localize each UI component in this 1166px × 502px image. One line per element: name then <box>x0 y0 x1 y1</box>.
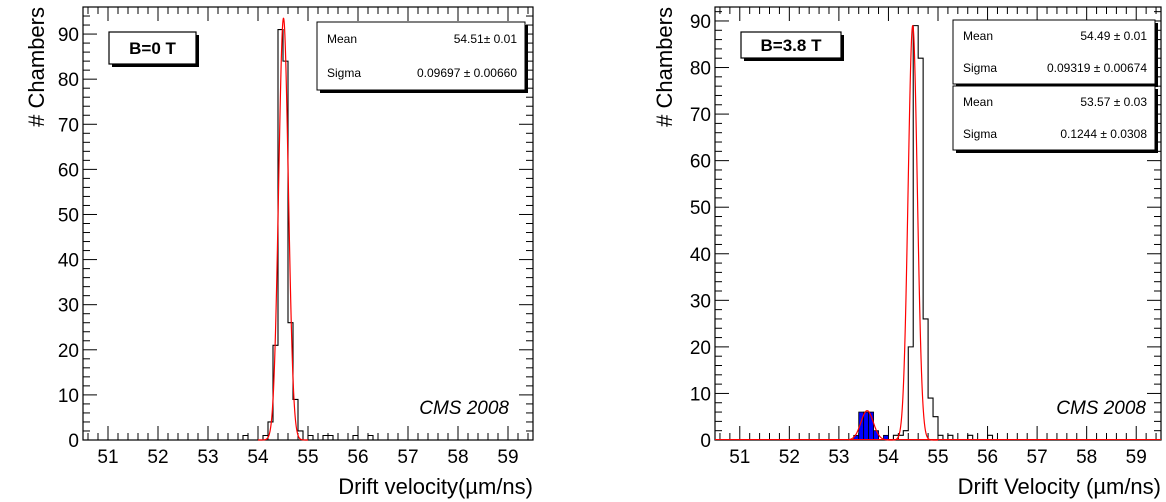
x-tick-label: 53 <box>197 447 218 468</box>
x-tick-label: 54 <box>247 447 269 468</box>
y-tick-label: 80 <box>690 59 711 80</box>
y-tick-label: 10 <box>690 384 711 405</box>
x-tick-label: 53 <box>828 447 849 468</box>
histogram-bar <box>873 430 879 441</box>
x-ticks: 51 52 53 54 55 56 57 58 59 <box>87 7 529 468</box>
y-tick-label: 90 <box>690 12 711 33</box>
histogram-step-line <box>242 29 374 440</box>
y-tick-label: 30 <box>58 296 79 317</box>
y-tick-label: 30 <box>690 291 711 312</box>
gaussian-fit-curve <box>848 410 889 441</box>
x-tick-label: 54 <box>878 447 900 468</box>
stats-box: Mean 54.49 ± 0.01 Sigma 0.09319 ± 0.00674 <box>952 19 1158 87</box>
x-tick-label: 52 <box>779 447 800 468</box>
x-tick-label: 55 <box>927 447 948 468</box>
y-tick-label: 50 <box>690 198 711 219</box>
field-label-box: B=3.8 T <box>740 31 844 61</box>
stats-value: 53.57 ± 0.03 <box>1080 95 1147 109</box>
y-axis-title: # Chambers <box>652 7 677 127</box>
stats-label: Mean <box>963 95 993 109</box>
y-tick-label: 50 <box>58 205 79 226</box>
chart-panel-2: 51 52 53 54 55 56 57 58 59 0 10 20 30 40 50 60 70 80 90 Dri… <box>652 6 1162 499</box>
stats-box-frame <box>952 85 1156 151</box>
cms-annotation: CMS 2008 <box>419 398 509 419</box>
y-tick-label: 40 <box>58 251 79 272</box>
field-label-box: B=0 T <box>108 31 199 67</box>
stats-label: Sigma <box>963 127 997 141</box>
cms-annotation: CMS 2008 <box>1056 398 1146 419</box>
y-tick-label: 60 <box>690 152 711 173</box>
gaussian-fit-curve <box>258 17 308 441</box>
y-ticks: 0 10 20 30 40 50 60 70 80 90 <box>690 11 1161 452</box>
stats-label: Mean <box>963 29 993 43</box>
x-tick-label: 51 <box>97 447 118 468</box>
x-tick-label: 59 <box>497 447 518 468</box>
field-label-frame <box>740 31 842 59</box>
x-tick-label: 59 <box>1126 447 1147 468</box>
x-tick-label: 58 <box>447 447 468 468</box>
stats-label: Mean <box>327 32 357 46</box>
stats-box-frame <box>952 19 1156 85</box>
field-label-text: B=3.8 T <box>761 36 823 55</box>
stats-value: 54.49 ± 0.01 <box>1080 29 1147 43</box>
y-tick-label: 70 <box>690 105 711 126</box>
x-tick-label: 58 <box>1076 447 1097 468</box>
stats-value: 0.09319 ± 0.00674 <box>1047 61 1147 75</box>
x-axis-title: Drift velocity(µm/ns) <box>338 474 533 499</box>
y-tick-label: 0 <box>68 431 79 452</box>
stats-value: 0.1244 ± 0.0308 <box>1060 127 1147 141</box>
histogram-step <box>892 25 994 440</box>
y-tick-label: 70 <box>58 115 79 136</box>
y-tick-label: 90 <box>58 25 79 46</box>
stats-box: Mean 53.57 ± 0.03 Sigma 0.1244 ± 0.0308 <box>952 85 1158 153</box>
field-label-text: B=0 T <box>129 39 176 58</box>
y-tick-label: 60 <box>58 160 79 181</box>
x-tick-label: 51 <box>729 447 750 468</box>
field-label-frame <box>108 31 197 65</box>
y-tick-label: 40 <box>690 245 711 266</box>
histogram-step-line <box>892 25 994 440</box>
y-ticks: 0 10 20 30 40 50 60 70 80 90 <box>58 6 533 452</box>
stats-box: Mean 54.51± 0.01 Sigma 0.09697 ± 0.00660 <box>316 21 528 93</box>
stats-value: 54.51± 0.01 <box>454 32 518 46</box>
x-tick-label: 55 <box>297 447 318 468</box>
histogram-step <box>242 29 374 440</box>
stats-label: Sigma <box>963 61 997 75</box>
y-tick-label: 80 <box>58 70 79 91</box>
y-tick-label: 0 <box>700 431 711 452</box>
chart-panel-1: 51 52 53 54 55 56 57 58 59 0 10 20 30 40 50 60 70 80 90 Dri… <box>24 6 534 499</box>
x-tick-label: 56 <box>347 447 368 468</box>
y-axis-title: # Chambers <box>24 7 49 127</box>
x-axis-title: Drift Velocity (µm/ns) <box>958 474 1161 499</box>
x-tick-label: 52 <box>147 447 168 468</box>
y-tick-label: 20 <box>58 341 79 362</box>
x-tick-label: 56 <box>977 447 998 468</box>
x-tick-label: 57 <box>1027 447 1048 468</box>
y-tick-label: 10 <box>58 386 79 407</box>
x-tick-label: 57 <box>397 447 418 468</box>
stats-box-frame <box>316 21 526 91</box>
stats-label: Sigma <box>327 66 361 80</box>
stats-value: 0.09697 ± 0.00660 <box>417 66 517 80</box>
histogram-bar <box>863 411 870 441</box>
y-tick-label: 20 <box>690 338 711 359</box>
